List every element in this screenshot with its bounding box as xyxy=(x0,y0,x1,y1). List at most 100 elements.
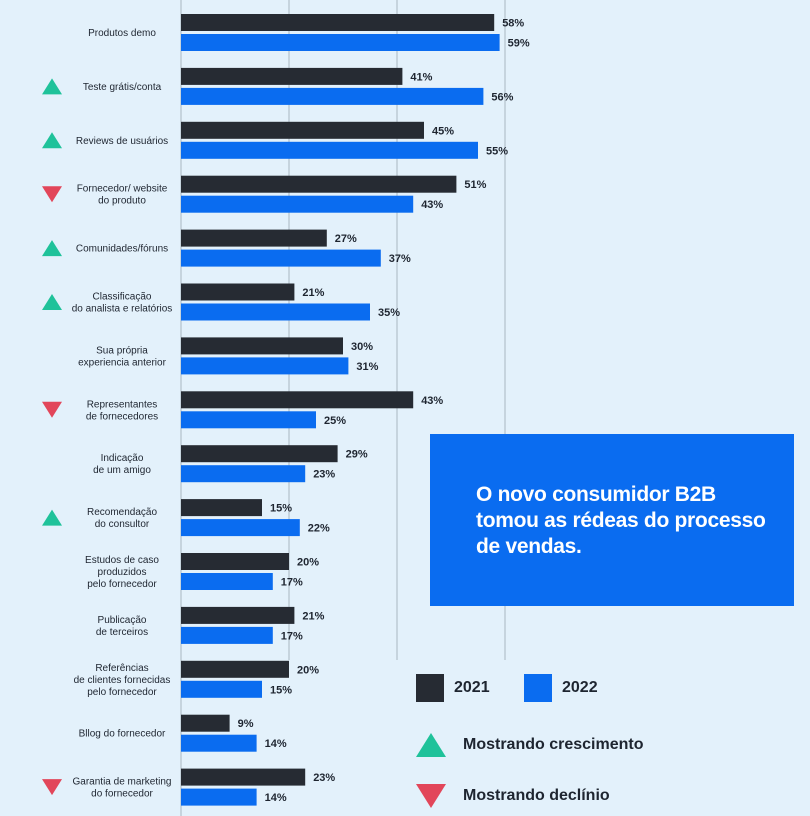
category-label-bllog-do-fornecedor: Bllog do fornecedor xyxy=(79,729,166,740)
legend-growth: Mostrando crescimento xyxy=(416,733,643,757)
bar-2021-garantia-de-marketing-do-fornecedor xyxy=(181,768,306,786)
legend-label-2021: 2021 xyxy=(454,679,490,696)
legend-2021: 2021 xyxy=(416,674,490,702)
value-label-2022-bllog-do-fornecedor: 14% xyxy=(265,738,287,750)
trend-up-icon xyxy=(42,509,62,526)
bar-2022-comunidades-foruns xyxy=(181,249,381,267)
value-label-2021-representantes-de-fornecedores: 43% xyxy=(421,395,443,407)
trend-down-icon xyxy=(42,779,62,796)
value-label-2021-recomendacao-do-consultor: 15% xyxy=(270,503,292,515)
bar-2021-referencias-de-clientes-fornecidas-pelo-fornecedor xyxy=(181,660,289,678)
value-label-2022-classificacao-do-analista-e-relatorios: 35% xyxy=(378,307,400,319)
category-label-indicacao-de-um-amigo: Indicação de um amigo xyxy=(93,453,151,476)
bar-2021-teste-gratis-conta xyxy=(181,67,403,85)
bar-2021-publicacao-de-terceiros xyxy=(181,606,295,624)
bar-2021-bllog-do-fornecedor xyxy=(181,714,230,732)
value-label-2022-indicacao-de-um-amigo: 23% xyxy=(313,469,335,481)
category-label-line: de terceiros xyxy=(96,627,148,638)
category-label-line: de fornecedores xyxy=(86,411,158,422)
value-label-2021-teste-gratis-conta: 41% xyxy=(410,71,432,83)
category-label-fornecedor-website-do-produto: Fornecedor/ website do produto xyxy=(77,184,168,207)
category-label-sua-propria-experiencia-anterior: Sua própria experiencia anterior xyxy=(78,345,166,368)
value-label-2022-estudos-de-caso-produzidos-pelo-fornecedor: 17% xyxy=(281,577,303,589)
trend-up-icon xyxy=(42,240,62,257)
category-label-line: produzidos xyxy=(98,567,147,578)
bar-2022-estudos-de-caso-produzidos-pelo-fornecedor xyxy=(181,573,273,590)
bar-2022-fornecedor-website-do-produto xyxy=(181,195,414,213)
value-label-2021-reviews-de-usuarios: 45% xyxy=(432,125,454,137)
trend-down-icon xyxy=(42,401,62,418)
value-label-2021-referencias-de-clientes-fornecidas-pelo-fornecedor: 20% xyxy=(297,664,319,676)
category-label-referencias-de-clientes-fornecidas-pelo-fornecedor: Referências de clientes fornecidas pelo fo… xyxy=(74,663,171,698)
bar-2022-garantia-de-marketing-do-fornecedor xyxy=(181,788,257,806)
bar-2021-sua-propria-experiencia-anterior xyxy=(181,337,343,355)
bar-2022-classificacao-do-analista-e-relatorios xyxy=(181,303,370,321)
growth-triangle-icon xyxy=(416,733,446,757)
callout-box: O novo consumidor B2B tomou as rédeas do… xyxy=(430,434,794,606)
bar-2022-reviews-de-usuarios xyxy=(181,141,478,159)
category-label-representantes-de-fornecedores: Representantes de fornecedores xyxy=(86,399,158,422)
category-label-line: Teste grátis/conta xyxy=(83,82,162,93)
bar-2022-referencias-de-clientes-fornecidas-pelo-fornecedor xyxy=(181,680,262,698)
legend-2022: 2022 xyxy=(524,674,598,702)
bar-2021-produtos-demo xyxy=(181,14,495,31)
category-label-line: de clientes fornecidas xyxy=(74,675,171,686)
category-label-line: Produtos demo xyxy=(88,28,156,39)
value-label-2022-reviews-de-usuarios: 55% xyxy=(486,145,508,157)
bar-2021-estudos-de-caso-produzidos-pelo-fornecedor xyxy=(181,553,289,570)
category-label-line: Garantia de marketing xyxy=(73,777,172,788)
bar-2021-fornecedor-website-do-produto xyxy=(181,175,457,193)
category-label-publicacao-de-terceiros: Publicação de terceiros xyxy=(96,615,148,638)
category-label-line: do consultor xyxy=(95,519,150,530)
legend-label-2022: 2022 xyxy=(562,679,598,696)
value-label-2021-sua-propria-experiencia-anterior: 30% xyxy=(351,341,373,353)
category-label-recomendacao-do-consultor: Recomendação do consultor xyxy=(87,507,157,530)
trend-down-icon xyxy=(42,186,62,203)
category-label-line: Publicação xyxy=(98,615,147,626)
category-label-line: Recomendação xyxy=(87,507,157,518)
value-label-2021-comunidades-foruns: 27% xyxy=(335,233,357,245)
category-label-line: Estudos de caso xyxy=(85,555,159,566)
bar-2022-representantes-de-fornecedores xyxy=(181,411,316,429)
legend-swatch-2022 xyxy=(524,674,552,702)
bar-2021-reviews-de-usuarios xyxy=(181,121,424,139)
value-label-2022-fornecedor-website-do-produto: 43% xyxy=(421,199,443,211)
legend-swatch-2021 xyxy=(416,674,444,702)
value-label-2022-representantes-de-fornecedores: 25% xyxy=(324,415,346,427)
category-label-comunidades-foruns: Comunidades/fóruns xyxy=(76,244,168,255)
legend-label-growth: Mostrando crescimento xyxy=(463,736,644,753)
value-label-2022-comunidades-foruns: 37% xyxy=(389,253,411,265)
value-label-2021-indicacao-de-um-amigo: 29% xyxy=(346,449,368,461)
category-label-line: pelo fornecedor xyxy=(87,579,157,590)
value-label-2022-teste-gratis-conta: 56% xyxy=(491,91,513,103)
value-label-2022-publicacao-de-terceiros: 17% xyxy=(281,630,303,642)
bar-2021-recomendacao-do-consultor xyxy=(181,499,262,517)
trend-up-icon xyxy=(42,132,62,149)
bar-2022-indicacao-de-um-amigo xyxy=(181,465,306,483)
value-label-2021-publicacao-de-terceiros: 21% xyxy=(302,610,324,622)
category-label-line: Bllog do fornecedor xyxy=(79,729,166,740)
legend-decline: Mostrando declínio xyxy=(416,784,610,808)
category-label-produtos-demo: Produtos demo xyxy=(88,28,156,39)
bar-2022-bllog-do-fornecedor xyxy=(181,734,257,752)
bar-2022-recomendacao-do-consultor xyxy=(181,519,300,537)
value-label-2021-fornecedor-website-do-produto: 51% xyxy=(464,179,486,191)
bar-2022-publicacao-de-terceiros xyxy=(181,626,273,644)
bar-2022-teste-gratis-conta xyxy=(181,87,484,105)
category-label-line: Indicação xyxy=(101,453,144,464)
bar-2021-comunidades-foruns xyxy=(181,229,327,247)
trend-up-icon xyxy=(42,78,62,95)
category-label-line: Fornecedor/ website xyxy=(77,184,168,195)
bar-2021-classificacao-do-analista-e-relatorios xyxy=(181,283,295,301)
category-label-line: do analista e relatórios xyxy=(72,304,173,315)
legend-label-decline: Mostrando declínio xyxy=(463,787,610,804)
value-label-2021-bllog-do-fornecedor: 9% xyxy=(238,718,254,730)
value-label-2022-referencias-de-clientes-fornecidas-pelo-fornecedor: 15% xyxy=(270,684,292,696)
value-label-2022-sua-propria-experiencia-anterior: 31% xyxy=(356,361,378,373)
category-label-classificacao-do-analista-e-relatorios: Classificação do analista e relatórios xyxy=(72,292,173,315)
value-label-2022-recomendacao-do-consultor: 22% xyxy=(308,523,330,535)
value-label-2021-estudos-de-caso-produzidos-pelo-fornecedor: 20% xyxy=(297,557,319,569)
category-label-line: do fornecedor xyxy=(91,789,153,800)
category-label-line: Reviews de usuários xyxy=(76,136,168,147)
